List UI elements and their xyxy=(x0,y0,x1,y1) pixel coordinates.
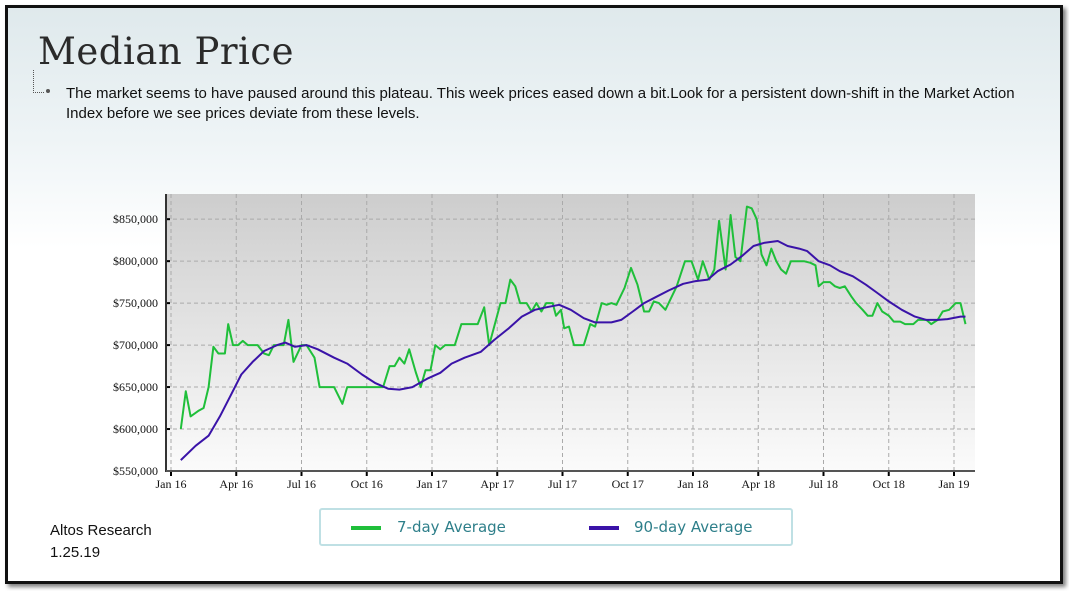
x-tick-label: Apr 18 xyxy=(741,477,775,491)
x-tick-label: Jan 16 xyxy=(156,477,187,491)
x-tick-label: Jan 17 xyxy=(417,477,448,491)
y-tick-label: $750,000 xyxy=(113,296,158,310)
date-label: 1.25.19 xyxy=(50,544,101,561)
source-block: Altos Research 1.25.19 xyxy=(50,520,152,564)
x-tick-label: Jan 19 xyxy=(939,477,970,491)
y-tick-label: $700,000 xyxy=(113,338,158,352)
bullet-dot xyxy=(46,89,50,93)
x-tick-label: Jul 18 xyxy=(809,477,838,491)
y-tick-label: $800,000 xyxy=(113,254,158,268)
legend-label-7-day: 7-day Average xyxy=(397,518,506,536)
legend-label-90-day: 90-day Average xyxy=(634,518,753,536)
x-tick-label: Apr 17 xyxy=(480,477,514,491)
y-tick-label: $550,000 xyxy=(113,464,158,478)
x-tick-label: Oct 16 xyxy=(351,477,383,491)
bullet-connector xyxy=(33,70,44,93)
x-tick-label: Apr 16 xyxy=(219,477,253,491)
description-text: The market seems to have paused around t… xyxy=(66,85,1015,122)
x-tick-label: Jan 18 xyxy=(678,477,709,491)
chart-legend: 7-day Average 90-day Average xyxy=(319,508,793,546)
source-label: Altos Research xyxy=(50,522,152,539)
series-line-90-day-average xyxy=(180,240,966,461)
page-title: Median Price xyxy=(38,30,294,73)
legend-swatch-7-day xyxy=(351,526,381,530)
slide: Median Price The market seems to have pa… xyxy=(5,5,1063,584)
x-tick-label: Jul 17 xyxy=(548,477,577,491)
x-tick-label: Jul 16 xyxy=(287,477,316,491)
y-tick-label: $850,000 xyxy=(113,212,158,226)
median-price-chart: $550,000 $600,000 $650,000 $700,000 $750,000… xyxy=(113,194,975,491)
x-tick-label: Oct 18 xyxy=(873,477,905,491)
legend-swatch-90-day xyxy=(589,526,619,530)
y-tick-label: $600,000 xyxy=(113,422,158,436)
x-tick-label: Oct 17 xyxy=(612,477,644,491)
y-tick-label: $650,000 xyxy=(113,380,158,394)
